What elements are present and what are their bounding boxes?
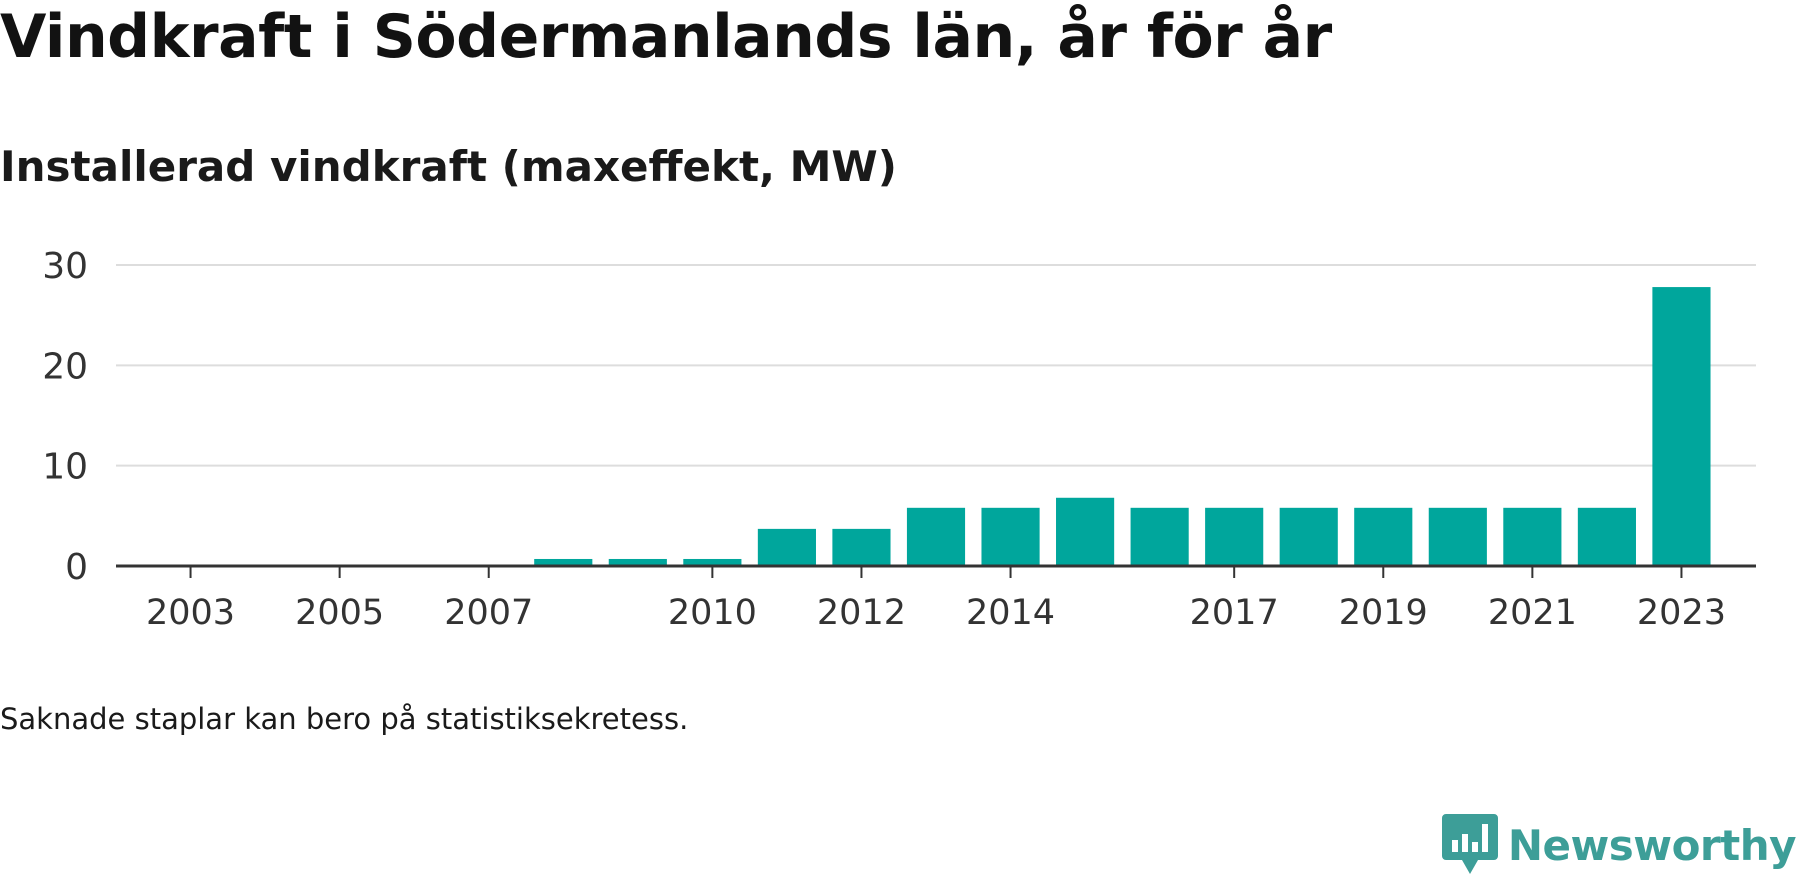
footnote: Saknade staplar kan bero på statistiksek…: [0, 702, 689, 736]
bar: [683, 558, 742, 566]
y-tick-label: 20: [42, 346, 88, 387]
x-tick-label: 2012: [817, 593, 906, 633]
bar: [1056, 497, 1115, 566]
x-tick-label: 2019: [1339, 593, 1428, 633]
bar: [1577, 507, 1636, 566]
bar: [832, 528, 891, 566]
x-tick-label: 2014: [966, 593, 1055, 633]
x-tick-label: 2021: [1488, 593, 1577, 633]
bar: [1428, 507, 1487, 566]
tick-labels: 0 10 20 30 2003 2005 2007 2010 2012 2014 2017 2019 2…: [42, 246, 1726, 633]
x-tick-label: 2005: [295, 593, 384, 633]
bar: [534, 558, 593, 566]
x-tick-label: 2003: [146, 593, 235, 633]
bar: [1130, 507, 1189, 566]
bars: [534, 287, 1711, 566]
newsworthy-logo-icon: [1441, 814, 1498, 874]
bar: [757, 528, 816, 566]
chart-title: Vindkraft i Södermanlands län, år för år: [0, 2, 1332, 72]
brand-logo[interactable]: Newsworthy: [1441, 814, 1797, 876]
brand-name: Newsworthy: [1507, 820, 1797, 870]
y-tick-label: 10: [42, 447, 88, 488]
gridlines: [116, 264, 1756, 467]
bar: [906, 507, 966, 566]
y-tick-label: 30: [42, 246, 88, 287]
bar: [1354, 507, 1413, 566]
y-tick-label: 0: [65, 547, 88, 588]
bar: [1652, 287, 1711, 566]
x-tick-label: 2017: [1190, 593, 1279, 633]
x-tick-label: 2023: [1637, 593, 1726, 633]
bar: [1279, 507, 1338, 566]
bar: [608, 558, 667, 566]
x-axis: [116, 564, 1756, 578]
bar: [1503, 507, 1562, 566]
x-tick-label: 2007: [444, 593, 533, 633]
bar: [981, 507, 1040, 566]
x-tick-label: 2010: [668, 593, 757, 633]
bar: [1205, 507, 1264, 566]
chart-subtitle: Installerad vindkraft (maxeffekt, MW): [0, 142, 897, 191]
